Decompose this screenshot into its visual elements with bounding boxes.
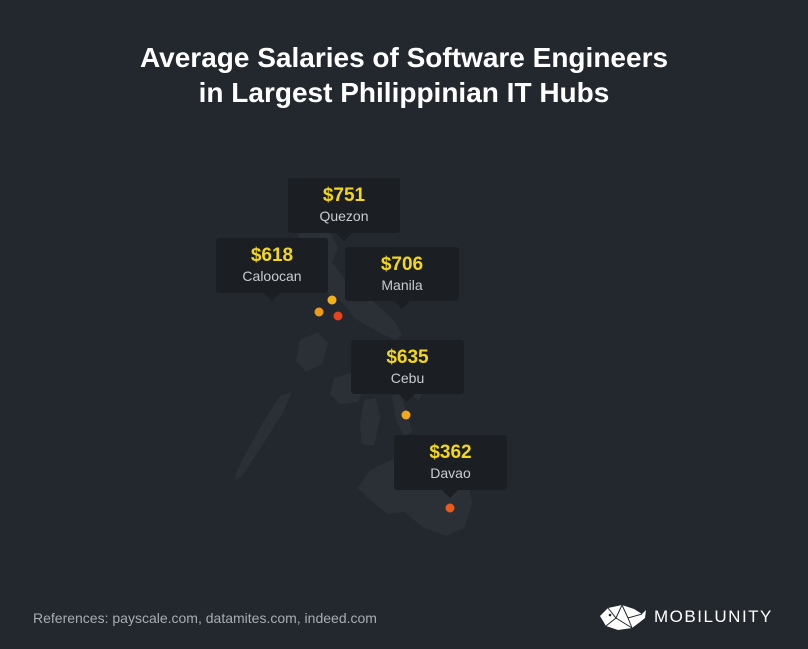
- callout-quezon: $751 Quezon: [288, 178, 400, 241]
- callout-pointer: [336, 233, 352, 241]
- brand-name: MOBILUNITY: [654, 607, 773, 626]
- city-cebu: Cebu: [390, 370, 425, 386]
- references-text: References: payscale.com, datamites.com,…: [33, 610, 377, 626]
- title-line-1: Average Salaries of Software Engineers: [139, 42, 669, 73]
- dot-manila: [333, 311, 343, 321]
- callout-pointer: [399, 394, 415, 402]
- callout-caloocan: $618 Caloocan: [216, 238, 328, 301]
- callout-pointer: [394, 301, 410, 309]
- callout-cebu: $635 Cebu: [351, 340, 464, 402]
- palawan-island: [234, 392, 292, 480]
- callout-pointer: [442, 490, 458, 498]
- dot-davao: [445, 503, 455, 513]
- salary-caloocan: $618: [250, 245, 294, 266]
- city-caloocan: Caloocan: [242, 268, 302, 284]
- negros-island: [360, 398, 380, 446]
- brand-logo[interactable]: MOBILUNITY: [598, 602, 773, 632]
- city-davao: Davao: [430, 465, 471, 481]
- dot-quezon: [327, 295, 337, 305]
- salary-manila: $706: [380, 254, 424, 275]
- mindoro-island: [296, 332, 328, 372]
- callout-pointer: [264, 293, 280, 301]
- chart-title: Average Salaries of Software Engineers i…: [0, 40, 808, 110]
- salary-cebu: $635: [386, 347, 429, 368]
- title-line-2: in Largest Philippinian IT Hubs: [198, 77, 610, 108]
- dot-cebu: [401, 410, 411, 420]
- city-quezon: Quezon: [319, 208, 369, 224]
- dot-caloocan: [314, 307, 324, 317]
- whale-logo-icon: [600, 604, 646, 630]
- salary-davao: $362: [429, 442, 472, 463]
- city-manila: Manila: [381, 277, 423, 293]
- callout-davao: $362 Davao: [394, 435, 507, 498]
- callout-manila: $706 Manila: [345, 247, 459, 309]
- salary-quezon: $751: [322, 185, 366, 206]
